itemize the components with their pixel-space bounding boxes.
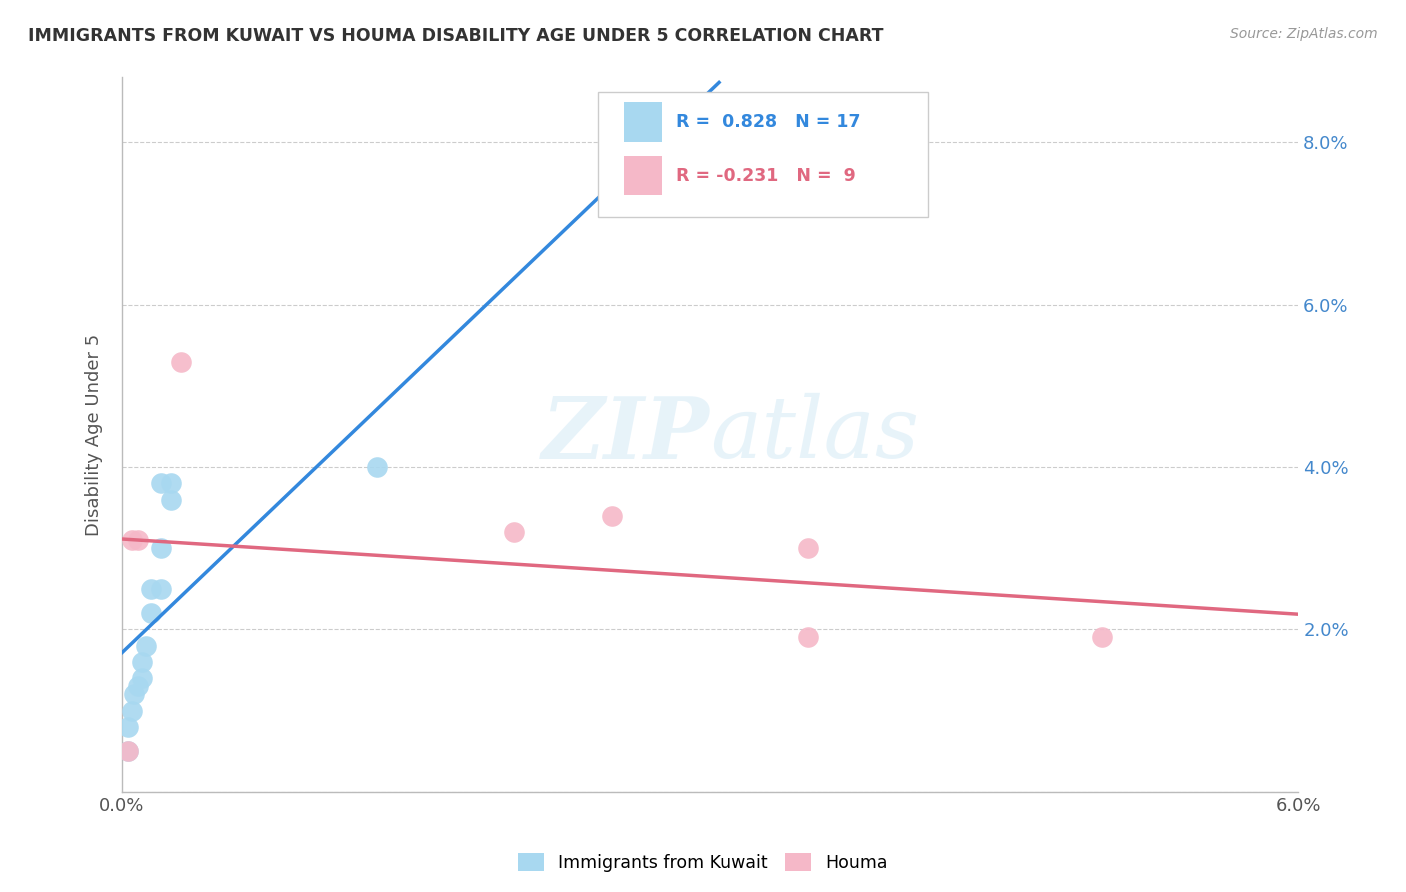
Text: IMMIGRANTS FROM KUWAIT VS HOUMA DISABILITY AGE UNDER 5 CORRELATION CHART: IMMIGRANTS FROM KUWAIT VS HOUMA DISABILI…: [28, 27, 883, 45]
Point: [122, 687, 145, 701]
Point: [141, 606, 163, 620]
Point: [600, 508, 623, 523]
Point: [503, 524, 526, 539]
FancyBboxPatch shape: [599, 92, 928, 217]
Point: [121, 704, 143, 718]
Legend: Immigrants from Kuwait, Houma: Immigrants from Kuwait, Houma: [512, 847, 894, 879]
Point: [797, 541, 820, 556]
Point: [131, 671, 153, 685]
Point: [640, 144, 662, 158]
Point: [170, 354, 193, 368]
Text: R =  0.828   N = 17: R = 0.828 N = 17: [676, 113, 860, 131]
Point: [160, 476, 183, 491]
Point: [797, 631, 820, 645]
Point: [150, 582, 173, 596]
Point: [117, 744, 139, 758]
Point: [127, 679, 149, 693]
Y-axis label: Disability Age Under 5: Disability Age Under 5: [86, 334, 103, 536]
Point: [135, 639, 157, 653]
Point: [141, 582, 163, 596]
Text: ZIP: ZIP: [543, 392, 710, 476]
Point: [1091, 631, 1114, 645]
Bar: [624, 103, 662, 142]
Bar: [624, 156, 662, 195]
Point: [121, 533, 143, 547]
Point: [131, 655, 153, 669]
Point: [127, 533, 149, 547]
Text: atlas: atlas: [710, 393, 920, 476]
Point: [117, 720, 139, 734]
Point: [366, 460, 388, 475]
Point: [160, 492, 183, 507]
Point: [150, 476, 173, 491]
Point: [150, 541, 173, 556]
Point: [117, 744, 139, 758]
Text: Source: ZipAtlas.com: Source: ZipAtlas.com: [1230, 27, 1378, 41]
Text: R = -0.231   N =  9: R = -0.231 N = 9: [676, 167, 856, 185]
